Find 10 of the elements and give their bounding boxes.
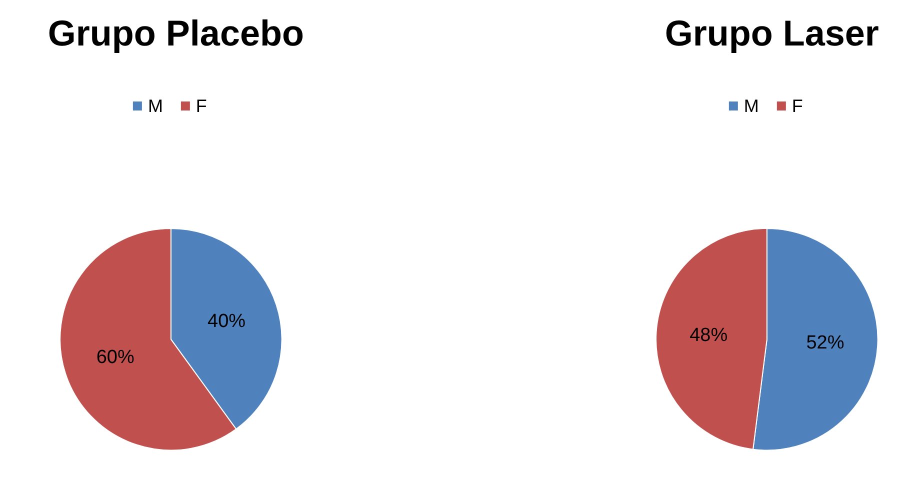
data-label: 52% xyxy=(806,332,844,354)
data-label: 60% xyxy=(96,346,134,368)
legend-label: F xyxy=(792,96,803,116)
legend-label: F xyxy=(196,96,207,116)
data-label: 40% xyxy=(208,310,246,332)
chart-title: Grupo Laser xyxy=(664,12,879,54)
legend-label: M xyxy=(148,96,163,116)
data-label: 48% xyxy=(690,325,728,346)
legend-label: M xyxy=(744,96,759,116)
chart-title: Grupo Placebo xyxy=(48,12,304,54)
